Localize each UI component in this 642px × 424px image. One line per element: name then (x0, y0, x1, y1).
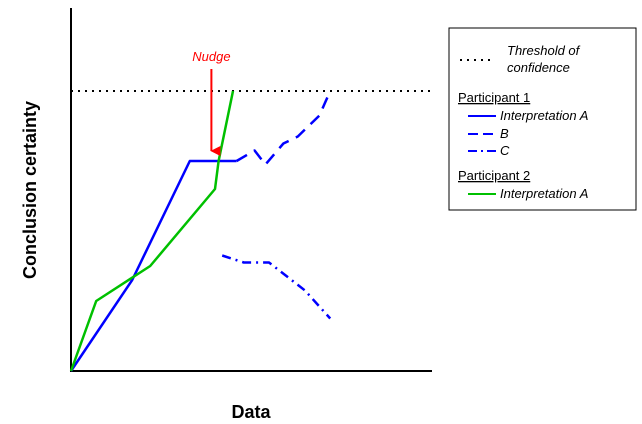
x-axis-title: Data (231, 402, 271, 422)
series-line-p1-b (235, 90, 332, 166)
legend-p1-b: B (500, 126, 509, 141)
nudge-annotation-label: Nudge (192, 49, 230, 64)
legend-threshold-line2: confidence (507, 60, 570, 75)
legend-participant-1-heading: Participant 1 (458, 90, 530, 105)
series-line-p1-interpretation-a (69, 159, 237, 372)
series-line-p2-interpretation-a (69, 90, 235, 372)
legend-p2-interpretation-a: Interpretation A (500, 186, 588, 201)
y-axis-title: Conclusion certainty (20, 101, 40, 279)
legend-p1-interpretation-a: Interpretation A (500, 108, 588, 123)
legend-threshold-line1: Threshold of (507, 43, 581, 58)
series-layer (69, 90, 332, 372)
legend-participant-2-heading: Participant 2 (458, 168, 530, 183)
legend: Threshold of confidence Participant 1 In… (448, 27, 637, 211)
series-line-p1-c (221, 254, 332, 320)
legend-box (448, 27, 637, 211)
legend-p1-c: C (500, 143, 510, 158)
